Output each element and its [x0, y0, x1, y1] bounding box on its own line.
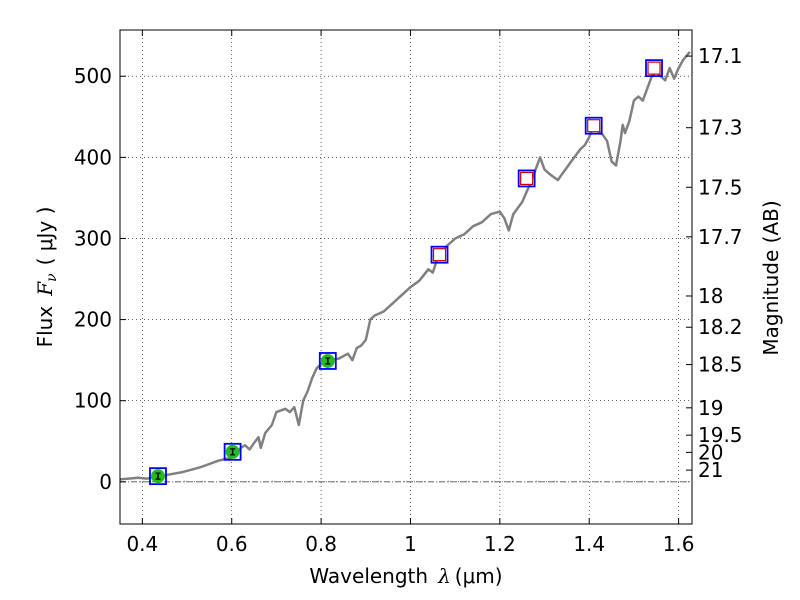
red-square-marker [647, 61, 661, 75]
x-tick-label: 0.8 [305, 532, 337, 556]
x-tick-label: 0.4 [126, 532, 158, 556]
x-axis-symbol: λ [437, 564, 451, 588]
blue-square-marker [645, 59, 663, 78]
magnitude-tick-label: 19 [698, 396, 723, 420]
blue-square-marker [584, 116, 603, 135]
red-square-marker [520, 171, 534, 186]
magnitude-tick-label: 17.1 [698, 44, 743, 68]
magnitude-axis-label: Magnitude (AB) [759, 200, 783, 355]
red-square-marker [587, 119, 601, 133]
magnitude-tick-label: 19.5 [698, 423, 743, 447]
x-tick-label: 1 [404, 532, 417, 556]
y-axis-label-text: Flux [33, 306, 57, 348]
x-axis-unit: (μm) [455, 564, 503, 588]
x-axis: 0.4 0.6 0.8 1 1.2 1.4 1.6 [126, 30, 695, 556]
y-tick-label: 500 [74, 64, 112, 88]
x-tick-label: 1.4 [573, 532, 605, 556]
x-tick-label: 0.6 [216, 532, 248, 556]
blue-square-marker [430, 245, 449, 264]
plot-frame [119, 29, 693, 525]
magnitude-tick-label: 17.3 [698, 116, 743, 140]
magnitude-tick-label: 17.5 [698, 175, 743, 199]
x-axis-label-text: Wavelength [309, 564, 428, 588]
blue-square-marker [149, 467, 167, 486]
grid-lines [120, 30, 692, 524]
magnitude-tick-label: 18.2 [698, 315, 743, 339]
y-axis: 0 100 200 300 400 500 [74, 64, 126, 494]
y-tick-label: 400 [74, 145, 112, 169]
magnitude-tick-label: 18.5 [698, 353, 743, 377]
magnitude-tick-label: 20 [698, 440, 723, 464]
blue-square-marker [318, 352, 337, 370]
y-axis-label: Flux Fν ( μJy ) [33, 207, 60, 348]
y-axis-unit: ( μJy ) [33, 207, 57, 266]
y-tick-label: 100 [74, 389, 112, 413]
y-axis-symbol: F [33, 281, 57, 297]
blue-square-marker [223, 442, 242, 461]
x-axis-label: Wavelength λ (μm) [309, 564, 502, 588]
y-axis-subscript: ν [44, 273, 60, 282]
magnitude-tick-label: 21 [698, 458, 723, 482]
magnitude-tick-label: 18 [698, 284, 723, 308]
x-tick-label: 1.2 [484, 532, 516, 556]
red-square-marker [432, 248, 447, 262]
spectrum-line [119, 51, 691, 481]
blue-square-marker [517, 169, 536, 188]
y-tick-label: 300 [74, 226, 112, 250]
magnitude-tick-label: 17.7 [698, 225, 743, 249]
x-tick-label: 1.6 [663, 532, 695, 556]
y-tick-label: 0 [99, 470, 112, 494]
series-layer [119, 51, 691, 486]
y-tick-label: 200 [74, 308, 112, 332]
